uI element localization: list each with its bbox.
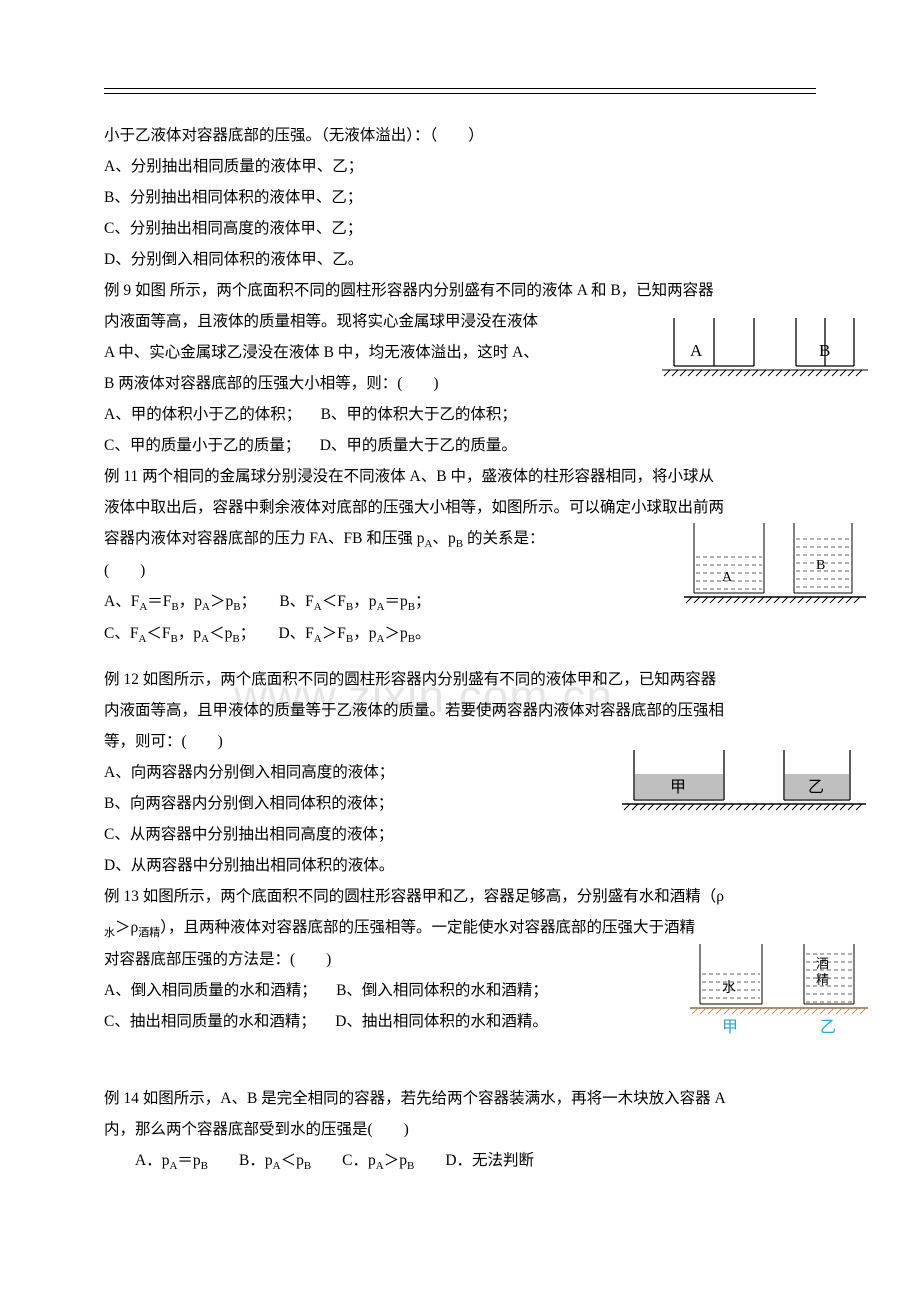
- text-line: 例 9 如图 所示，两个底面积不同的圆柱形容器内分别盛有不同的液体 A 和 B，…: [104, 275, 816, 306]
- fig9-label-a: A: [690, 341, 703, 360]
- fig12-label-1: 甲: [670, 779, 686, 796]
- option-a: A、甲的体积小于乙的体积；: [104, 406, 301, 423]
- option-d: D、从两容器中分别抽出相同体积的液体。: [104, 850, 816, 881]
- option-d: D、分别倒入相同体积的液体甲、乙。: [104, 244, 816, 275]
- text-line: 例 13 如图所示，两个底面积不同的圆柱形容器甲和乙，容器足够高，分别盛有水和酒…: [104, 881, 816, 912]
- text-line: 内，那么两个容器底部受到水的压强是( ): [104, 1114, 816, 1145]
- figure-ex12: 甲 乙: [616, 744, 876, 826]
- figure-ex13: 水 酒 精 甲 乙: [686, 938, 876, 1042]
- fig13-cap1: 甲: [722, 1019, 738, 1036]
- fig11-label-a: A: [722, 570, 733, 585]
- figure-ex9: A B: [656, 310, 876, 390]
- text-line: 例 11 两个相同的金属球分别浸没在不同液体 A、B 中，盛液体的柱形容器相同，…: [104, 461, 816, 492]
- fig13-cap2: 乙: [820, 1019, 836, 1036]
- text-line: 内液面等高，且甲液体的质量等于乙液体的质量。若要使两容器内液体对容器底部的压强相: [104, 695, 816, 726]
- option-c: C、抽出相同质量的水和酒精；: [104, 1013, 316, 1030]
- option-a: A、分别抽出相同质量的液体甲、乙；: [104, 151, 816, 182]
- fig13-label-water: 水: [722, 980, 736, 996]
- fig11-label-b: B: [816, 558, 825, 573]
- svg-text:酒: 酒: [816, 956, 829, 971]
- option-c: C、甲的质量小于乙的质量；: [104, 437, 300, 454]
- text-line: 例 14 如图所示，A、B 是完全相同的容器，若先给两个容器装满水，再将一木块放…: [104, 1083, 816, 1114]
- option-c: C、分别抽出相同高度的液体甲、乙；: [104, 213, 816, 244]
- fig9-label-b: B: [819, 341, 830, 360]
- option-b: B、分别抽出相同体积的液体甲、乙；: [104, 182, 816, 213]
- fig12-label-2: 乙: [808, 779, 824, 796]
- option-b: B、倒入相同体积的水和酒精；: [336, 982, 548, 999]
- option-d: D、甲的质量大于乙的质量。: [320, 437, 517, 454]
- document-body: www.zixin.com.cn 小于乙液体对容器底部的压强。（无液体溢出）：（…: [104, 120, 816, 1177]
- header-rule: [104, 88, 816, 94]
- figure-ex11: A B: [676, 517, 876, 613]
- text-line: C、甲的质量小于乙的质量； D、甲的质量大于乙的质量。: [104, 430, 816, 461]
- option-a: A、倒入相同质量的水和酒精；: [104, 982, 317, 999]
- text-line: 例 12 如图所示，两个底面积不同的圆柱形容器内分别盛有不同的液体甲和乙，已知两…: [104, 664, 816, 695]
- text-line: A．pA＝pB B．pA＜pB C．pA＞pB D．无法判断: [104, 1145, 816, 1177]
- text-line: 小于乙液体对容器底部的压强。（无液体溢出）：（ ）: [104, 120, 816, 151]
- svg-text:精: 精: [816, 972, 829, 987]
- text-line: A、甲的体积小于乙的体积； B、甲的体积大于乙的体积；: [104, 399, 816, 430]
- text-line: C、FA＜FB，pA＜pB； D、FA＞FB，pA＞pB。: [104, 618, 816, 650]
- option-d: D、抽出相同体积的水和酒精。: [335, 1013, 548, 1030]
- option-b: B、甲的体积大于乙的体积；: [321, 406, 517, 423]
